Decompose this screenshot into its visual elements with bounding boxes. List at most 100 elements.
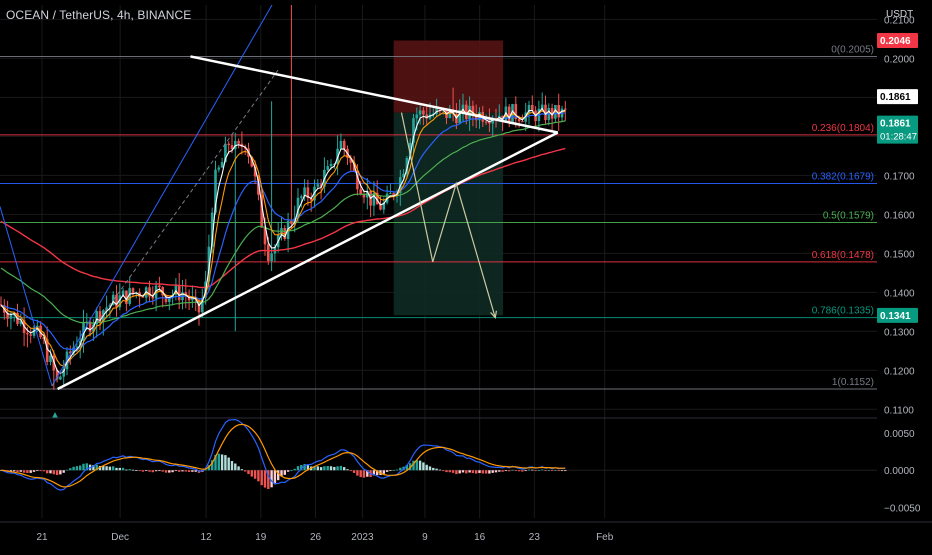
candle-body <box>9 314 13 319</box>
time-tick-label: 12 <box>201 532 213 543</box>
macd-histogram-bar <box>521 470 524 472</box>
macd-histogram-bar <box>32 470 36 472</box>
macd-histogram-bar <box>92 465 95 471</box>
price-tick-label: 0.2100 <box>884 15 915 26</box>
macd-histogram-bar <box>333 466 336 471</box>
macd-histogram-bar <box>484 470 488 474</box>
candle-body <box>69 351 72 354</box>
macd-histogram-bar <box>425 464 428 471</box>
candle-body <box>45 339 49 362</box>
candle-body <box>300 196 303 198</box>
macd-histogram-bar <box>316 466 319 471</box>
candle-body <box>461 104 465 110</box>
candle-body <box>372 192 376 206</box>
candle-body <box>29 334 32 336</box>
time-tick-label: 23 <box>529 532 541 543</box>
projection-path <box>400 112 496 318</box>
candle-body <box>319 184 323 187</box>
candle-body <box>342 140 346 149</box>
price-tick-label: 0.1100 <box>884 405 914 416</box>
candle-body <box>389 193 392 195</box>
candle-body <box>19 320 23 324</box>
macd-histogram-bar <box>560 470 564 472</box>
candle-body <box>316 184 320 187</box>
time-tick-label: 2023 <box>351 532 374 543</box>
candle-body <box>507 106 511 124</box>
candle-body <box>531 105 534 111</box>
fib-label: 0.236(0.1804) <box>812 123 874 134</box>
candle-body <box>227 143 230 146</box>
time-tick-label: 19 <box>255 532 267 543</box>
candle-body <box>352 162 356 171</box>
macd-histogram-bar <box>277 470 280 481</box>
candle-body <box>217 167 221 170</box>
macd-histogram-bar <box>392 470 395 471</box>
macd-histogram-bar <box>29 470 32 473</box>
price-axis: USDT0.21000.20000.19000.18000.17000.1600… <box>877 0 932 550</box>
macd-histogram-bar <box>286 470 290 472</box>
time-tick-label: 9 <box>422 532 428 543</box>
macd-histogram-bar <box>527 469 531 471</box>
candle-body <box>26 332 29 335</box>
macd-histogram-bar <box>461 470 465 473</box>
fib-label: 1(0.1152) <box>832 377 874 388</box>
candle-body <box>270 253 273 262</box>
macd-histogram-bar <box>445 470 448 473</box>
price-tick-label: 0.1300 <box>884 327 915 338</box>
macd-histogram-bar <box>82 463 85 471</box>
macd-histogram-bar <box>382 470 385 474</box>
macd-histogram-bar <box>105 466 108 471</box>
price-badge-label: 0.2046 <box>880 36 911 47</box>
candle-body <box>257 176 260 195</box>
macd-histogram-bar <box>534 470 537 472</box>
candle-body <box>359 189 362 195</box>
macd-histogram-bar <box>343 467 346 471</box>
macd-histogram-bar <box>323 466 326 471</box>
macd-histogram-bar <box>514 470 517 472</box>
candle-body <box>339 140 343 149</box>
macd-pane <box>0 418 877 491</box>
macd-histogram-bar <box>524 470 527 472</box>
fib-levels: 0(0.2005) 0.236(0.1804) 0.382(0.1679) 0.5(0… <box>0 44 877 390</box>
time-tick-label: 16 <box>474 532 486 543</box>
macd-histogram-bar <box>52 470 55 475</box>
candle-body <box>517 119 521 122</box>
macd-histogram-bar <box>263 470 267 488</box>
macd-histogram-bar <box>550 470 554 472</box>
candle-body <box>237 140 240 144</box>
macd-histogram-bar <box>42 470 46 472</box>
candle-body <box>224 143 227 163</box>
candle-body <box>128 288 131 304</box>
macd-histogram-bar <box>356 470 359 476</box>
macd-histogram-bar <box>481 470 484 474</box>
candle-body <box>488 121 491 124</box>
macd-histogram-bar <box>145 470 148 472</box>
price-badge <box>877 89 918 105</box>
candle-body <box>290 220 293 224</box>
macd-histogram-bar <box>455 470 458 475</box>
time-tick-label: Dec <box>111 532 129 543</box>
projection-arrowhead <box>490 310 498 319</box>
macd-histogram-bar <box>158 470 161 472</box>
candle-body <box>72 347 75 354</box>
macd-histogram-bar <box>102 465 105 471</box>
macd-histogram-bar <box>458 470 461 474</box>
candle-body <box>250 156 254 167</box>
candle-body <box>121 290 125 296</box>
candle-body <box>458 109 461 124</box>
macd-histogram-bar <box>214 454 217 471</box>
triangle-lower-line <box>57 131 559 391</box>
trendline-blue-2 <box>51 4 273 387</box>
macd-histogram-bar <box>151 470 154 473</box>
macd-line <box>0 418 566 491</box>
macd-histogram-bar <box>283 470 286 475</box>
candle-body <box>32 329 36 336</box>
fib-label: 0.618(0.1478) <box>812 250 874 261</box>
macd-histogram-bar <box>108 466 112 471</box>
macd-histogram-bar <box>138 470 141 472</box>
macd-histogram-bar <box>468 470 471 473</box>
candle-body <box>161 287 164 296</box>
candle-body <box>521 121 524 123</box>
macd-histogram-bar <box>303 464 306 471</box>
